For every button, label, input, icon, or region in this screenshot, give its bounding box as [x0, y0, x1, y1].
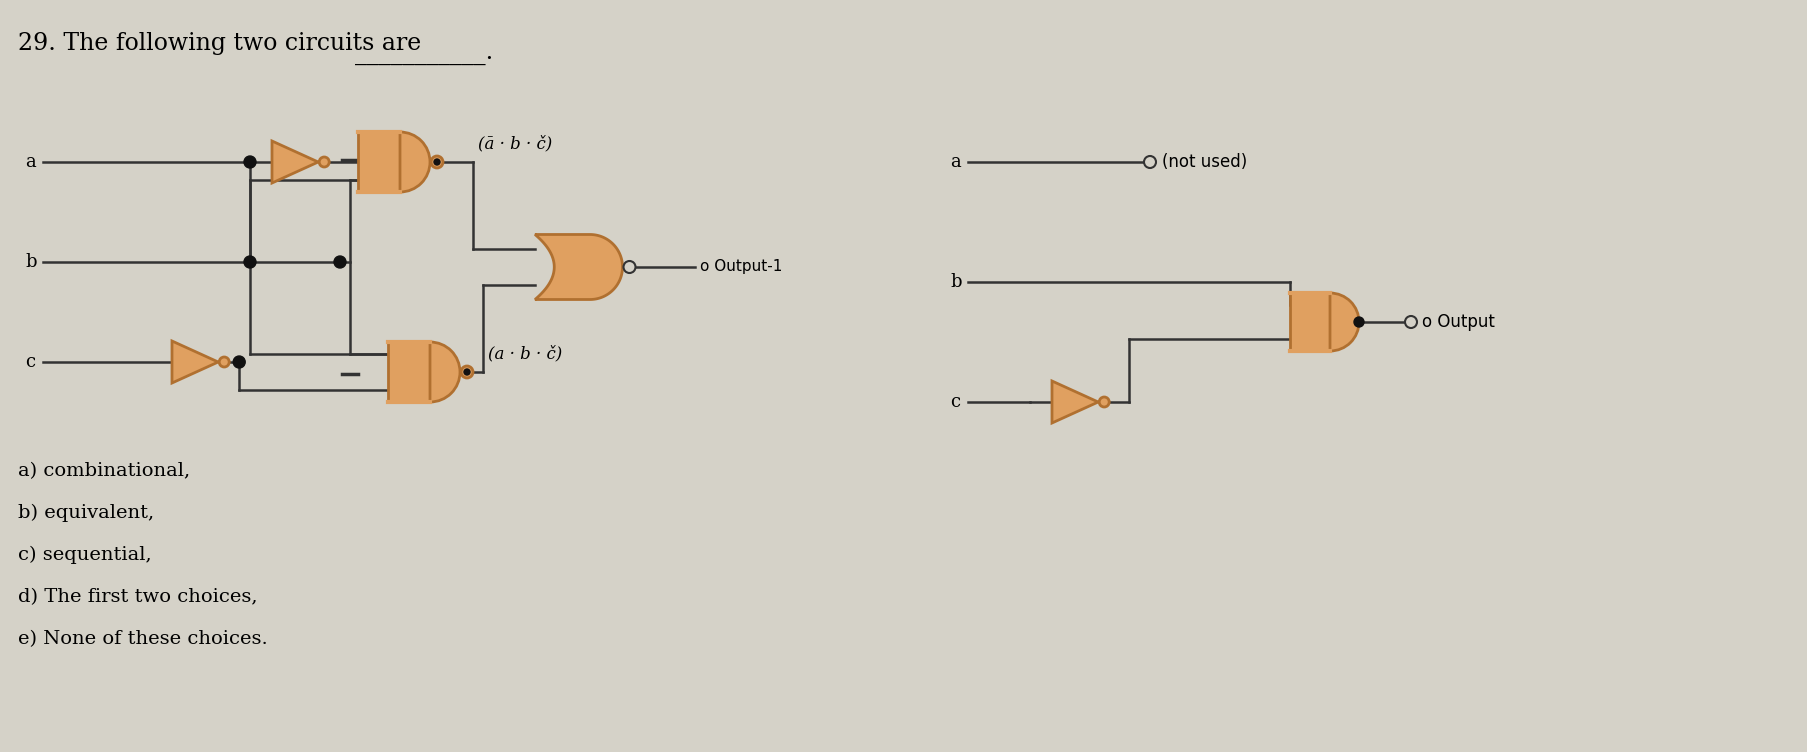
- Text: b: b: [25, 253, 36, 271]
- Bar: [389, 342, 430, 402]
- Circle shape: [244, 256, 257, 268]
- Bar: [358, 132, 399, 192]
- Circle shape: [320, 157, 329, 167]
- Text: c: c: [25, 353, 34, 371]
- Text: a: a: [949, 153, 960, 171]
- Wedge shape: [430, 342, 459, 402]
- Circle shape: [334, 256, 345, 268]
- Circle shape: [434, 159, 439, 165]
- Circle shape: [623, 261, 634, 273]
- Polygon shape: [535, 235, 622, 299]
- Circle shape: [1099, 397, 1108, 407]
- Text: ___________.: ___________.: [354, 42, 493, 65]
- Circle shape: [464, 369, 470, 375]
- Text: o Output: o Output: [1422, 313, 1494, 331]
- Text: a) combinational,: a) combinational,: [18, 462, 190, 480]
- Polygon shape: [172, 341, 219, 383]
- Text: a: a: [25, 153, 36, 171]
- Text: d) The first two choices,: d) The first two choices,: [18, 588, 257, 606]
- Circle shape: [219, 357, 229, 367]
- Polygon shape: [1052, 381, 1097, 423]
- Circle shape: [244, 156, 257, 168]
- Text: (not used): (not used): [1162, 153, 1247, 171]
- Wedge shape: [1330, 293, 1359, 351]
- Wedge shape: [399, 132, 430, 192]
- Circle shape: [1404, 316, 1417, 328]
- Text: b: b: [949, 273, 961, 291]
- Text: (ā · b · č): (ā · b · č): [477, 135, 551, 152]
- Text: o Output-1: o Output-1: [699, 259, 782, 274]
- Text: (a · b · č): (a · b · č): [488, 345, 562, 362]
- Circle shape: [430, 156, 443, 168]
- Bar: [1288, 293, 1330, 351]
- Polygon shape: [271, 141, 318, 183]
- Circle shape: [1353, 317, 1362, 327]
- Text: b) equivalent,: b) equivalent,: [18, 504, 154, 522]
- Text: e) None of these choices.: e) None of these choices.: [18, 630, 267, 648]
- Circle shape: [1144, 156, 1155, 168]
- Text: c) sequential,: c) sequential,: [18, 546, 152, 564]
- Circle shape: [461, 366, 473, 378]
- Circle shape: [233, 356, 246, 368]
- Text: 29. The following two circuits are: 29. The following two circuits are: [18, 32, 421, 55]
- Text: c: c: [949, 393, 960, 411]
